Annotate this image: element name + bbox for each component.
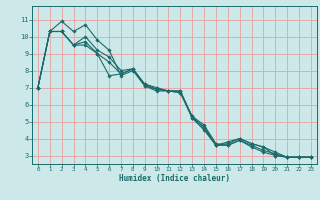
X-axis label: Humidex (Indice chaleur): Humidex (Indice chaleur)	[119, 174, 230, 183]
